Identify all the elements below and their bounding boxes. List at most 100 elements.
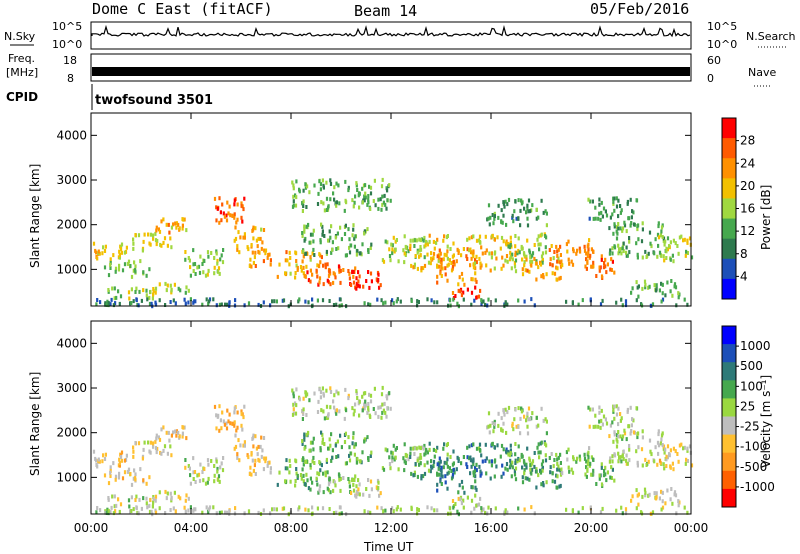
scatter-cell	[512, 219, 515, 224]
scatter-cell	[386, 448, 389, 453]
scatter-cell	[492, 429, 495, 434]
scatter-cell	[288, 458, 291, 463]
scatter-cell	[577, 302, 580, 307]
scatter-cell	[501, 255, 504, 260]
scatter-cell	[202, 478, 205, 483]
scatter-cell	[101, 459, 104, 464]
scatter-cell	[254, 226, 257, 231]
scatter-cell	[321, 298, 325, 303]
scatter-cell	[669, 497, 672, 502]
scatter-cell	[611, 454, 614, 459]
scatter-cell	[474, 479, 477, 484]
scatter-cell	[545, 272, 548, 277]
scatter-cell	[644, 490, 647, 495]
scatter-cell	[549, 470, 552, 475]
scatter-cell	[533, 451, 536, 455]
scatter-cell	[252, 433, 255, 438]
freq-panel	[90, 53, 692, 82]
scatter-cell	[559, 275, 562, 280]
scatter-cell	[345, 461, 348, 466]
scatter-cell	[451, 264, 455, 269]
scatter-cell	[628, 239, 631, 244]
scatter-cell	[432, 464, 435, 468]
scatter-cell	[677, 503, 680, 508]
scatter-cell	[525, 465, 528, 470]
scatter-cell	[328, 299, 331, 303]
scatter-cell	[672, 446, 675, 451]
scatter-cell	[475, 254, 478, 259]
scatter-cell	[145, 288, 148, 293]
scatter-cell	[542, 210, 545, 215]
scatter-cell	[619, 247, 622, 252]
scatter-cell	[426, 460, 429, 465]
scatter-cell	[316, 471, 319, 476]
scatter-cell	[613, 270, 616, 275]
scatter-cell	[545, 223, 548, 228]
scatter-cell	[95, 302, 98, 307]
scatter-cell	[618, 247, 621, 252]
scatter-cell	[396, 505, 399, 510]
scatter-cell	[207, 301, 210, 306]
scatter-cell	[449, 298, 452, 303]
scatter-cell	[630, 498, 633, 503]
scatter-cell	[617, 430, 620, 434]
scatter-cell	[458, 483, 461, 488]
scatter-cell	[347, 269, 350, 273]
scatter-cell	[630, 215, 633, 220]
scatter-cell	[420, 476, 423, 481]
scatter-cell	[118, 255, 121, 260]
scatter-cell	[160, 427, 163, 432]
scatter-cell	[405, 246, 408, 251]
scatter-cell	[587, 455, 590, 460]
scatter-cell	[585, 251, 588, 256]
scatter-cell	[130, 495, 133, 500]
scatter-cell	[133, 468, 136, 473]
scatter-cell	[609, 423, 612, 428]
colorbar-tick-label: 28	[740, 134, 755, 148]
scatter-cell	[514, 452, 517, 457]
scatter-cell	[213, 404, 217, 409]
scatter-cell	[556, 253, 559, 258]
scatter-cell	[169, 444, 172, 449]
scatter-cell	[306, 270, 309, 275]
scatter-cell	[605, 478, 608, 483]
scatter-cell	[187, 508, 190, 513]
scatter-cell	[348, 237, 351, 242]
scatter-cell	[471, 277, 474, 282]
scatter-cell	[453, 470, 456, 475]
scatter-cell	[305, 224, 308, 229]
scatter-cell	[316, 298, 319, 303]
scatter-cell	[484, 302, 487, 307]
scatter-cell	[192, 477, 195, 481]
scatter-cell	[159, 242, 162, 247]
scatter-cell	[358, 413, 361, 418]
scatter-cell	[324, 473, 327, 478]
scatter-cell	[635, 298, 638, 303]
scatter-cell	[442, 465, 445, 470]
scatter-cell	[598, 211, 601, 216]
scatter-cell	[500, 219, 503, 224]
scatter-cell	[555, 485, 558, 490]
scatter-cell	[165, 430, 168, 435]
scatter-cell	[499, 454, 502, 459]
scatter-cell	[215, 413, 218, 418]
scatter-cell	[281, 298, 284, 303]
scatter-cell	[525, 257, 528, 262]
scatter-cell	[132, 476, 135, 481]
scatter-cell	[439, 467, 442, 472]
scatter-cell	[115, 295, 118, 300]
scatter-cell	[216, 258, 219, 263]
scatter-cell	[339, 433, 342, 438]
scatter-cell	[551, 479, 554, 484]
scatter-cell	[627, 424, 630, 429]
scatter-cell	[331, 455, 334, 460]
scatter-cell	[617, 451, 620, 456]
scatter-cell	[139, 467, 142, 472]
scatter-cell	[292, 391, 295, 396]
scatter-cell	[526, 414, 529, 419]
scatter-cell	[509, 458, 512, 463]
scatter-cell	[619, 418, 622, 423]
scatter-cell	[500, 208, 503, 213]
scatter-cell	[457, 288, 460, 293]
